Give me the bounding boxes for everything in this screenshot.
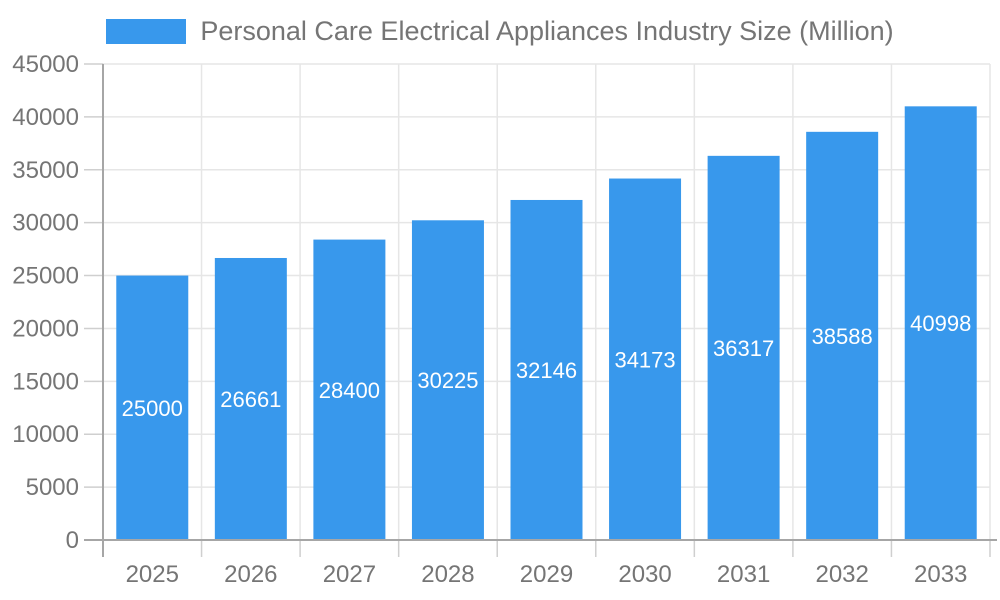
bar[interactable] — [904, 106, 977, 540]
y-tick-label: 15000 — [12, 368, 79, 395]
y-tick-label: 45000 — [12, 51, 79, 78]
bar[interactable] — [510, 199, 583, 541]
y-tick-label: 25000 — [12, 263, 79, 290]
x-tick-label: 2032 — [815, 561, 868, 588]
bar[interactable] — [707, 155, 780, 540]
x-tick-label: 2028 — [421, 561, 474, 588]
x-tick-label: 2029 — [520, 561, 573, 588]
x-tick-label: 2033 — [914, 561, 967, 588]
bar-value-label: 34173 — [614, 347, 675, 372]
y-tick-label: 40000 — [12, 104, 79, 131]
y-tick-label: 0 — [66, 527, 79, 554]
bar[interactable] — [214, 257, 287, 540]
x-tick-label: 2030 — [618, 561, 671, 588]
bar[interactable] — [411, 220, 484, 540]
y-tick-label: 35000 — [12, 157, 79, 184]
y-tick-label: 30000 — [12, 210, 79, 237]
legend-label: Personal Care Electrical Appliances Indu… — [200, 15, 894, 46]
x-tick-label: 2031 — [717, 561, 770, 588]
bar-value-label: 40998 — [910, 311, 971, 336]
bar-value-label: 30225 — [417, 368, 478, 393]
x-tick-label: 2025 — [126, 561, 179, 588]
legend[interactable]: Personal Care Electrical Appliances Indu… — [0, 13, 1000, 49]
x-tick-label: 2027 — [323, 561, 376, 588]
bar-value-label: 32146 — [516, 358, 577, 383]
bar[interactable] — [609, 178, 682, 540]
bar-value-label: 38588 — [812, 324, 873, 349]
y-tick-label: 20000 — [12, 315, 79, 342]
bar-value-label: 25000 — [122, 396, 183, 421]
bar[interactable] — [116, 275, 189, 540]
bar-value-label: 36317 — [713, 336, 774, 361]
legend-swatch — [106, 18, 187, 44]
bar-value-label: 28400 — [319, 378, 380, 403]
y-tick-label: 10000 — [12, 421, 79, 448]
x-tick-label: 2026 — [224, 561, 277, 588]
bar[interactable] — [313, 239, 386, 540]
y-tick-label: 5000 — [26, 474, 79, 501]
bar-value-label: 26661 — [220, 387, 281, 412]
bar[interactable] — [806, 131, 879, 540]
